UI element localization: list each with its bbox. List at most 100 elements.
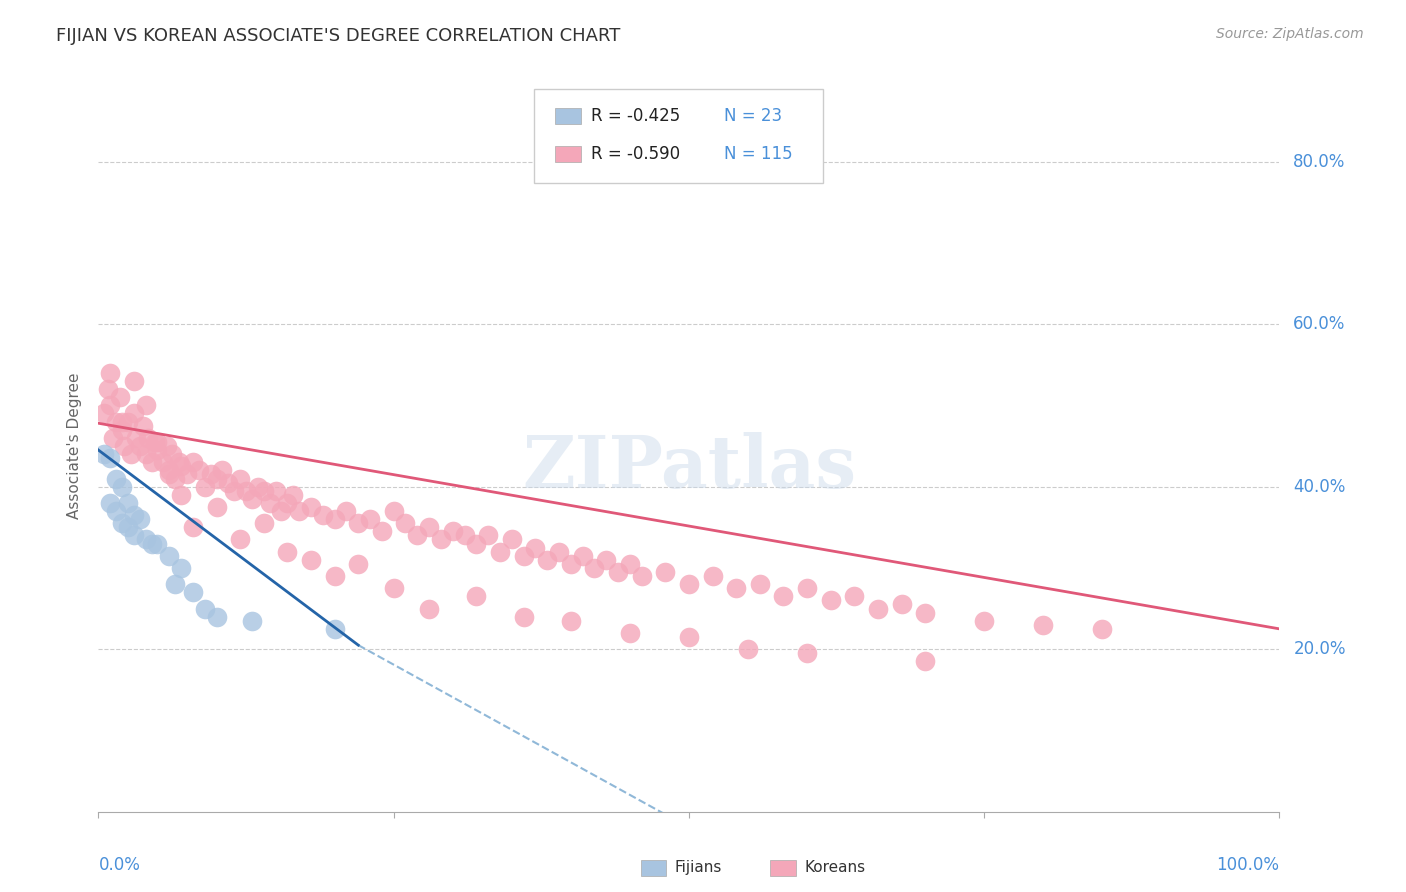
Point — [170, 561, 193, 575]
Point — [111, 415, 134, 429]
Point — [619, 557, 641, 571]
Point — [98, 451, 121, 466]
Point — [323, 512, 346, 526]
Point — [128, 512, 150, 526]
Point — [111, 480, 134, 494]
Point — [205, 500, 228, 514]
Point — [128, 439, 150, 453]
Point — [117, 520, 139, 534]
Point — [224, 483, 246, 498]
Point — [283, 488, 305, 502]
Point — [156, 439, 179, 453]
Point — [465, 536, 488, 550]
Point — [359, 512, 381, 526]
Point — [914, 654, 936, 668]
Point — [253, 483, 276, 498]
Point — [157, 549, 180, 563]
Point — [136, 431, 159, 445]
Point — [973, 614, 995, 628]
Point — [93, 447, 115, 461]
Point — [890, 598, 912, 612]
Point — [512, 549, 534, 563]
Text: 20.0%: 20.0% — [1294, 640, 1346, 658]
Point — [246, 480, 269, 494]
Point — [678, 577, 700, 591]
Point — [748, 577, 770, 591]
Point — [512, 609, 534, 624]
Point — [524, 541, 547, 555]
Point — [111, 516, 134, 531]
Text: N = 115: N = 115 — [724, 145, 793, 163]
Text: ZIPatlas: ZIPatlas — [522, 433, 856, 503]
Text: Source: ZipAtlas.com: Source: ZipAtlas.com — [1216, 27, 1364, 41]
Point — [146, 443, 169, 458]
Point — [165, 471, 187, 485]
Point — [299, 500, 322, 514]
Point — [187, 463, 209, 477]
Point — [312, 508, 335, 522]
Text: Koreans: Koreans — [804, 860, 865, 874]
Point — [914, 606, 936, 620]
Point — [135, 533, 157, 547]
Text: FIJIAN VS KOREAN ASSOCIATE'S DEGREE CORRELATION CHART: FIJIAN VS KOREAN ASSOCIATE'S DEGREE CORR… — [56, 27, 620, 45]
Point — [501, 533, 523, 547]
Point — [146, 434, 169, 449]
Point — [205, 471, 228, 485]
Point — [135, 447, 157, 461]
Text: Fijians: Fijians — [675, 860, 723, 874]
Point — [418, 601, 440, 615]
Point — [489, 544, 512, 558]
Point — [264, 483, 287, 498]
Text: 100.0%: 100.0% — [1216, 855, 1279, 873]
Point — [418, 520, 440, 534]
Point — [270, 504, 292, 518]
Point — [820, 593, 842, 607]
Point — [97, 382, 120, 396]
Point — [259, 496, 281, 510]
Text: 80.0%: 80.0% — [1294, 153, 1346, 170]
Point — [654, 565, 676, 579]
Point — [157, 463, 180, 477]
Point — [1032, 617, 1054, 632]
Point — [406, 528, 429, 542]
Point — [866, 601, 889, 615]
Point — [170, 488, 193, 502]
Point — [117, 496, 139, 510]
Point — [132, 418, 155, 433]
Point — [1091, 622, 1114, 636]
Point — [299, 553, 322, 567]
Point — [112, 439, 135, 453]
Y-axis label: Associate's Degree: Associate's Degree — [67, 373, 83, 519]
Point — [101, 431, 124, 445]
Point — [98, 496, 121, 510]
Point — [796, 646, 818, 660]
Point — [571, 549, 593, 563]
Point — [135, 398, 157, 412]
Point — [465, 590, 488, 604]
Point — [323, 622, 346, 636]
Point — [335, 504, 357, 518]
Text: N = 23: N = 23 — [724, 107, 782, 125]
Point — [141, 536, 163, 550]
Point — [181, 585, 204, 599]
Point — [347, 516, 370, 531]
Point — [430, 533, 453, 547]
Point — [347, 557, 370, 571]
Text: 0.0%: 0.0% — [98, 855, 141, 873]
Point — [394, 516, 416, 531]
Point — [122, 508, 145, 522]
Point — [160, 447, 183, 461]
Point — [725, 581, 748, 595]
Text: R = -0.590: R = -0.590 — [591, 145, 679, 163]
Point — [441, 524, 464, 539]
Point — [125, 431, 148, 445]
Point — [253, 516, 276, 531]
Point — [583, 561, 606, 575]
Point — [560, 557, 582, 571]
Point — [737, 642, 759, 657]
Point — [211, 463, 233, 477]
Point — [105, 504, 128, 518]
Point — [560, 614, 582, 628]
Point — [630, 569, 652, 583]
Point — [105, 415, 128, 429]
